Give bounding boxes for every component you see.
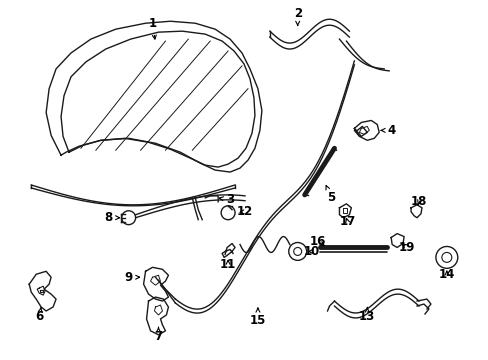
Text: 14: 14	[438, 268, 454, 281]
Text: 9: 9	[124, 271, 139, 284]
Text: 15: 15	[249, 308, 265, 327]
Text: 5: 5	[325, 185, 335, 204]
Text: 2: 2	[293, 7, 301, 26]
Text: 12: 12	[236, 205, 253, 218]
Text: 8: 8	[104, 211, 119, 224]
Text: 4: 4	[380, 124, 394, 137]
Text: 1: 1	[148, 17, 156, 39]
Text: 3: 3	[219, 193, 234, 206]
Text: 16: 16	[309, 235, 325, 248]
Text: 10: 10	[303, 245, 319, 258]
Text: 13: 13	[359, 307, 375, 323]
Text: 19: 19	[398, 241, 414, 254]
Text: 18: 18	[410, 195, 427, 208]
Text: 11: 11	[220, 258, 236, 271]
Text: 17: 17	[339, 215, 355, 228]
Text: 6: 6	[35, 307, 43, 323]
Text: 7: 7	[154, 327, 162, 343]
